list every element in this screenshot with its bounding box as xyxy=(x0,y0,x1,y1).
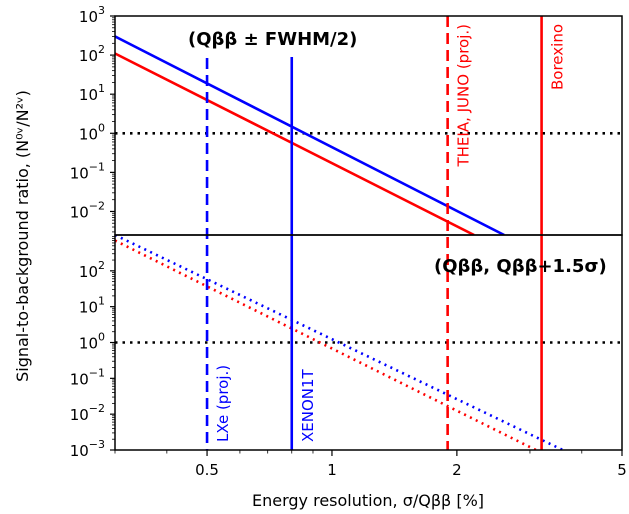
ticks-layer xyxy=(110,15,623,456)
series-layer xyxy=(115,35,564,450)
bottom-y-tick-label-3: 10−1 xyxy=(70,366,105,388)
top-panel-title: (Qββ ± FWHM/2) xyxy=(188,29,357,50)
x-tick-label-2: 2 xyxy=(452,461,462,479)
text-layer: 103 102 101 100 10−1 10−2 (Qββ ± FWHM/2) 102 101… xyxy=(70,4,627,479)
plot-area xyxy=(115,131,622,344)
bottom-series-line-1 xyxy=(115,239,537,450)
x-axis-label: Energy resolution, σ/Qββ [%] xyxy=(252,491,484,510)
axes-frame xyxy=(114,15,623,451)
bottom-y-tick-label-2: 100 xyxy=(79,331,105,353)
top-y-tick-label-3: 100 xyxy=(79,121,105,143)
top-y-tick-label-0: 103 xyxy=(79,4,105,26)
top-y-tick-label-2: 101 xyxy=(79,82,105,104)
vertical-line-label-3: Borexino xyxy=(549,24,567,90)
x-tick-label-0: 0.5 xyxy=(195,461,219,479)
top-series-line-0 xyxy=(115,35,505,235)
y-axis-label: Signal-to-background ratio, (N⁰ᵛ/N²ᵛ) xyxy=(13,90,32,382)
bottom-y-tick-label-1: 101 xyxy=(79,295,105,317)
bottom-y-tick-label-5: 10−3 xyxy=(70,438,105,460)
bottom-y-tick-label-4: 10−2 xyxy=(70,402,105,424)
top-series-line-1 xyxy=(115,52,475,235)
x-tick-label-3: 5 xyxy=(617,461,627,479)
top-y-tick-label-5: 10−2 xyxy=(70,199,105,221)
vertical-line-label-0: LXe (proj.) xyxy=(214,365,232,442)
vertical-line-label-1: XENON1T xyxy=(299,368,317,442)
top-y-tick-label-4: 10−1 xyxy=(70,160,105,182)
top-y-tick-label-1: 102 xyxy=(79,43,105,65)
bottom-series-line-0 xyxy=(115,235,564,450)
vertical-lines-layer xyxy=(205,16,543,450)
bottom-panel-title: (Qββ, Qββ+1.5σ) xyxy=(434,256,607,277)
vertical-line-label-2: THEIA, JUNO (proj.) xyxy=(455,24,473,168)
bottom-y-tick-label-0: 102 xyxy=(79,259,105,281)
x-tick-label-1: 1 xyxy=(327,461,337,479)
